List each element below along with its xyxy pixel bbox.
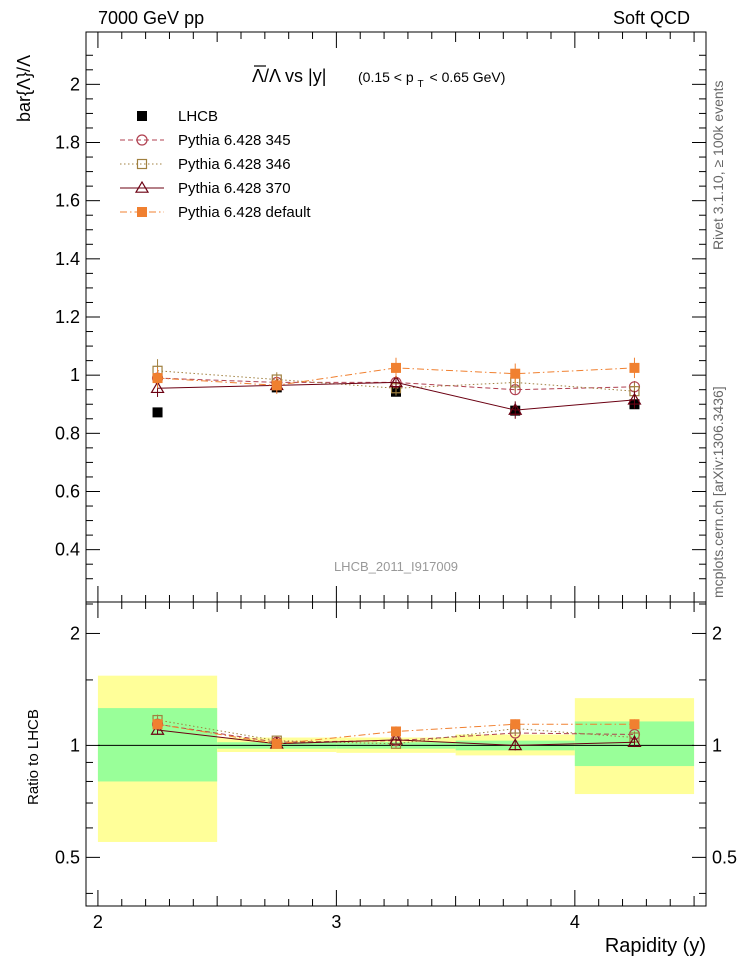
legend-entry-1: Pythia 6.428 345 <box>120 132 291 149</box>
main-ytick-label: 1.6 <box>55 191 80 211</box>
ratio-ytick-label: 2 <box>70 623 80 643</box>
main-data-point <box>152 407 163 418</box>
main-data-point <box>508 402 523 415</box>
ratio-series-3 <box>152 719 640 749</box>
legend-label: Pythia 6.428 default <box>178 204 311 221</box>
ratio-data-point <box>271 738 282 749</box>
ratio-data-point <box>508 738 523 751</box>
legend-entry-0: LHCB <box>137 108 218 125</box>
main-series-4 <box>152 357 640 395</box>
legend-label: Pythia 6.428 346 <box>178 156 291 173</box>
legend-marker <box>136 134 148 146</box>
main-data-point <box>629 362 640 373</box>
main-ytick-label: 1.2 <box>55 307 80 327</box>
main-data-point <box>150 381 165 394</box>
main-panel: 0.4 0.6 0.8 1 1.2 1.4 1.6 1.8 2 Λ/Λ vs |y| (0.15… <box>14 31 707 603</box>
legend-entry-3: Pythia 6.428 370 <box>120 180 291 197</box>
legend: LHCB Pythia 6.428 345 Pythia 6.428 346 Pyth… <box>120 108 311 221</box>
header-left: 7000 GeV pp <box>98 8 204 28</box>
ratio-xtick-label: 2 <box>93 912 103 932</box>
main-ytick-label: 0.8 <box>55 423 80 443</box>
chart-title: Λ/Λ vs |y| <box>252 66 326 86</box>
main-data-point <box>152 373 163 384</box>
mcplots-label: mcplots.cern.ch [arXiv:1306.3436] <box>710 386 726 598</box>
ratio-data-point <box>629 719 640 730</box>
ratio-xtick-label: 3 <box>331 912 341 932</box>
title-cut-b: < 0.65 GeV) <box>430 69 506 85</box>
legend-entry-4: Pythia 6.428 default <box>120 204 311 221</box>
title-cut-sub: T <box>418 79 424 90</box>
ratio-series-line <box>157 723 635 743</box>
legend-marker <box>137 207 147 217</box>
ratio-ytick-label-right: 1 <box>712 735 722 755</box>
legend-marker <box>134 180 150 193</box>
ratio-ytick-label-right: 2 <box>712 623 722 643</box>
analysis-annotation: LHCB_2011_I917009 <box>334 559 458 574</box>
main-data-point <box>271 380 282 391</box>
ratio-ylabel: Ratio to LHCB <box>25 709 42 805</box>
ratio-xlabel: Rapidity (y) <box>605 935 706 957</box>
main-ylabel: bar{Λ}/Λ <box>14 55 34 122</box>
main-ytick-label: 2 <box>70 74 80 94</box>
legend-marker <box>136 158 148 170</box>
ratio-ytick-label: 0.5 <box>55 847 80 867</box>
chart-title-cut: (0.15 < p T < 0.65 GeV) <box>358 69 505 90</box>
ratio-data-point <box>627 735 642 748</box>
ratio-xtick-label: 4 <box>570 912 580 932</box>
ratio-data-point <box>388 732 404 745</box>
main-ytick-label: 0.6 <box>55 481 80 501</box>
rivet-label: Rivet 3.1.10, ≥ 100k events <box>710 80 726 250</box>
header-right: Soft QCD <box>613 8 690 28</box>
ratio-panel: 2 3 4 0.5 0.5 1 1 2 2 Ratio to LHCB Rapidity (y) <box>25 601 737 957</box>
legend-label: Pythia 6.428 370 <box>178 180 291 197</box>
chart-title-main: Λ/Λ vs |y| <box>252 66 326 86</box>
main-data-point <box>388 375 404 388</box>
legend-marker <box>137 111 147 121</box>
title-cut-a: (0.15 < p <box>358 69 414 85</box>
main-data-point <box>627 392 642 405</box>
main-series-3 <box>150 375 642 419</box>
legend-entry-2: Pythia 6.428 346 <box>120 156 291 173</box>
main-ytick-label: 1.4 <box>55 249 80 269</box>
main-data-point <box>391 362 401 373</box>
legend-label: LHCB <box>178 108 218 125</box>
ratio-ytick-label-right: 0.5 <box>712 847 737 867</box>
ratio-data-point <box>510 719 521 730</box>
main-data-point <box>510 368 521 379</box>
main-ytick-label: 1.8 <box>55 133 80 153</box>
ratio-frame <box>85 601 707 907</box>
legend-label: Pythia 6.428 345 <box>178 132 291 149</box>
ratio-ytick-label: 1 <box>70 735 80 755</box>
main-ytick-label: 1 <box>70 365 80 385</box>
ratio-data-point <box>391 726 401 737</box>
ratio-data-point <box>152 719 163 730</box>
main-ytick-label: 0.4 <box>55 540 80 560</box>
